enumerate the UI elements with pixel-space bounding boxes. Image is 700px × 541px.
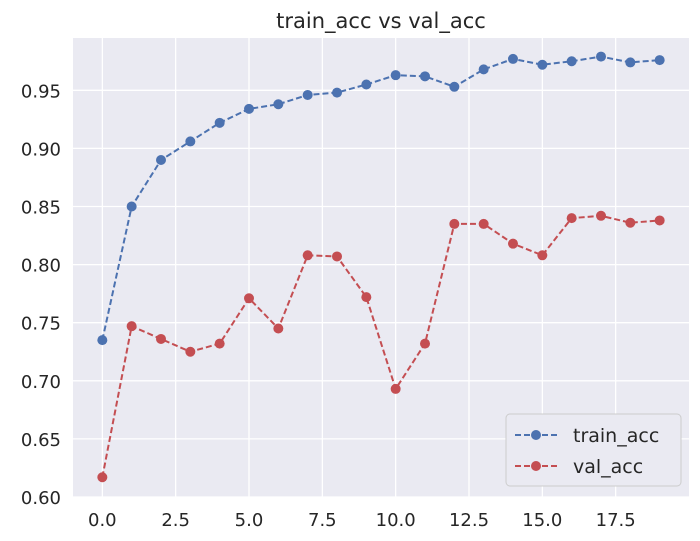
data-point: [97, 335, 108, 346]
series-train-acc: [97, 51, 665, 346]
data-point: [508, 238, 518, 249]
data-point: [126, 201, 137, 212]
data-point: [537, 59, 548, 70]
data-point: [537, 250, 548, 261]
data-point: [420, 338, 430, 349]
data-point: [302, 89, 313, 100]
data-point: [273, 99, 284, 110]
data-point: [156, 155, 166, 166]
y-tick-label: 0.65: [21, 430, 61, 451]
data-point: [625, 57, 636, 68]
data-point: [126, 321, 137, 332]
y-tick-label: 0.90: [21, 139, 61, 160]
data-point: [185, 346, 196, 357]
data-point: [654, 215, 665, 226]
data-point: [302, 250, 313, 261]
data-point: [390, 383, 401, 394]
legend-label: val_acc: [573, 456, 643, 478]
x-tick-label: 15.0: [522, 510, 562, 531]
x-tick-label: 0.0: [88, 510, 117, 531]
data-point: [596, 51, 606, 62]
data-point: [244, 103, 254, 114]
legend-swatch-marker: [531, 430, 541, 440]
data-point: [97, 472, 108, 483]
data-point: [332, 251, 342, 262]
data-point: [478, 218, 489, 229]
y-tick-label: 0.85: [21, 197, 61, 218]
legend-swatch-marker: [531, 461, 541, 471]
data-point: [625, 217, 636, 228]
legend: train_acc val_acc: [505, 413, 682, 487]
series-val-acc: [97, 210, 665, 483]
data-point: [596, 210, 606, 221]
y-tick-label: 0.80: [21, 256, 61, 277]
data-point: [566, 56, 577, 67]
data-point: [214, 117, 225, 128]
y-tick-label: 0.95: [21, 81, 61, 102]
x-tick-label: 5.0: [235, 510, 264, 531]
x-tick-label: 17.5: [596, 510, 636, 531]
y-tick-labels: 0.60 0.65 0.70 0.75 0.80 0.85 0.90 0.95: [21, 81, 61, 509]
data-point: [361, 79, 372, 90]
data-point: [214, 338, 225, 349]
x-tick-label: 7.5: [308, 510, 337, 531]
legend-box: [505, 413, 682, 487]
legend-label: train_acc: [573, 425, 659, 447]
x-tick-label: 12.5: [449, 510, 489, 531]
y-tick-label: 0.60: [21, 488, 61, 509]
data-point: [654, 55, 665, 66]
data-point: [566, 213, 577, 224]
x-tick-label: 10.0: [376, 510, 416, 531]
y-tick-label: 0.70: [21, 372, 61, 393]
data-point: [244, 293, 254, 304]
series-group: [97, 51, 665, 483]
data-point: [449, 81, 460, 92]
series-line: [101, 214, 660, 478]
x-tick-label: 2.5: [161, 510, 190, 531]
data-point: [449, 218, 460, 229]
data-point: [273, 323, 284, 334]
x-tick-labels: 0.0 2.5 5.0 7.5 10.0 12.5 15.0 17.5: [88, 510, 636, 531]
chart-title: train_acc vs val_acc: [276, 9, 486, 34]
data-point: [361, 292, 372, 303]
data-point: [508, 53, 518, 64]
data-point: [332, 87, 342, 98]
data-point: [156, 333, 166, 344]
data-point: [390, 70, 401, 81]
data-point: [185, 136, 196, 147]
data-point: [478, 64, 489, 75]
data-point: [420, 71, 430, 82]
y-tick-label: 0.75: [21, 314, 61, 335]
